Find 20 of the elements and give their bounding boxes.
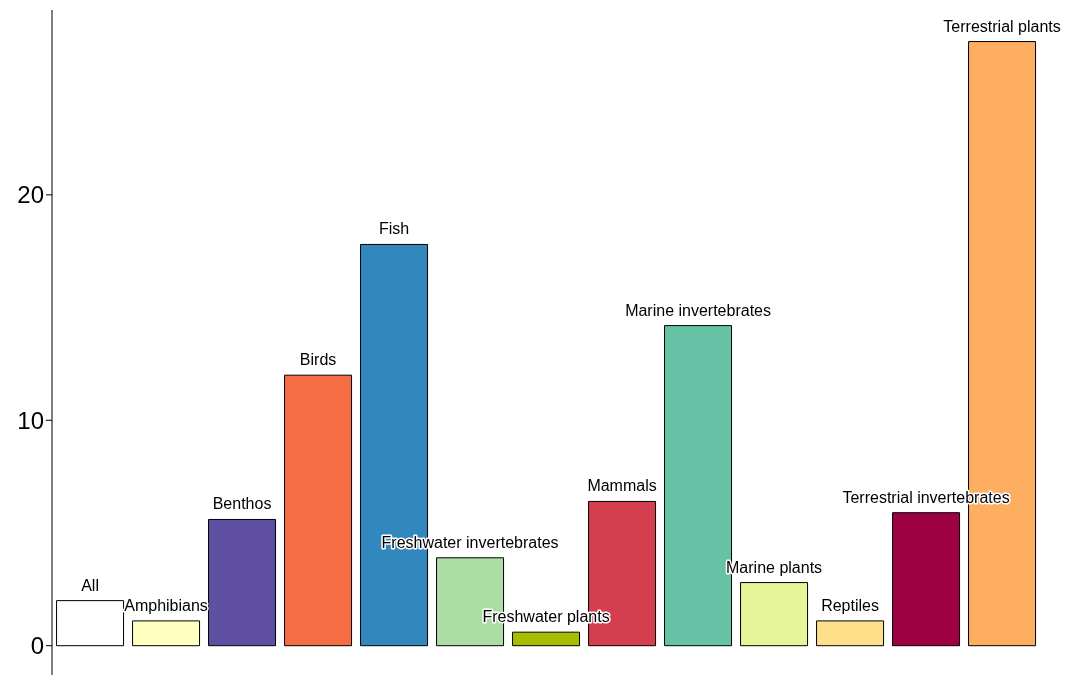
- bar: [816, 620, 885, 647]
- x-tick-label: Birds: [299, 351, 337, 369]
- bar: [208, 518, 277, 647]
- bar: [56, 600, 125, 647]
- bar: [284, 374, 353, 647]
- bar: [740, 582, 809, 647]
- bar: [512, 631, 581, 647]
- x-tick-label: Fish: [378, 220, 410, 238]
- x-tick-label: All: [81, 576, 99, 594]
- y-tick-label: 20: [17, 181, 44, 209]
- x-tick-label: Mammals: [587, 477, 657, 495]
- y-tick-label: 0: [30, 632, 44, 660]
- bar: [132, 620, 201, 647]
- bar: [892, 512, 961, 647]
- x-tick-label: Reptiles: [821, 596, 879, 614]
- x-tick-label: Marine invertebrates: [625, 301, 771, 319]
- x-tick-label: Benthos: [212, 495, 272, 513]
- x-tick-label: Amphibians: [124, 596, 208, 614]
- y-tick-label: 10: [17, 406, 44, 434]
- x-tick-label: Terrestrial plants: [943, 17, 1061, 35]
